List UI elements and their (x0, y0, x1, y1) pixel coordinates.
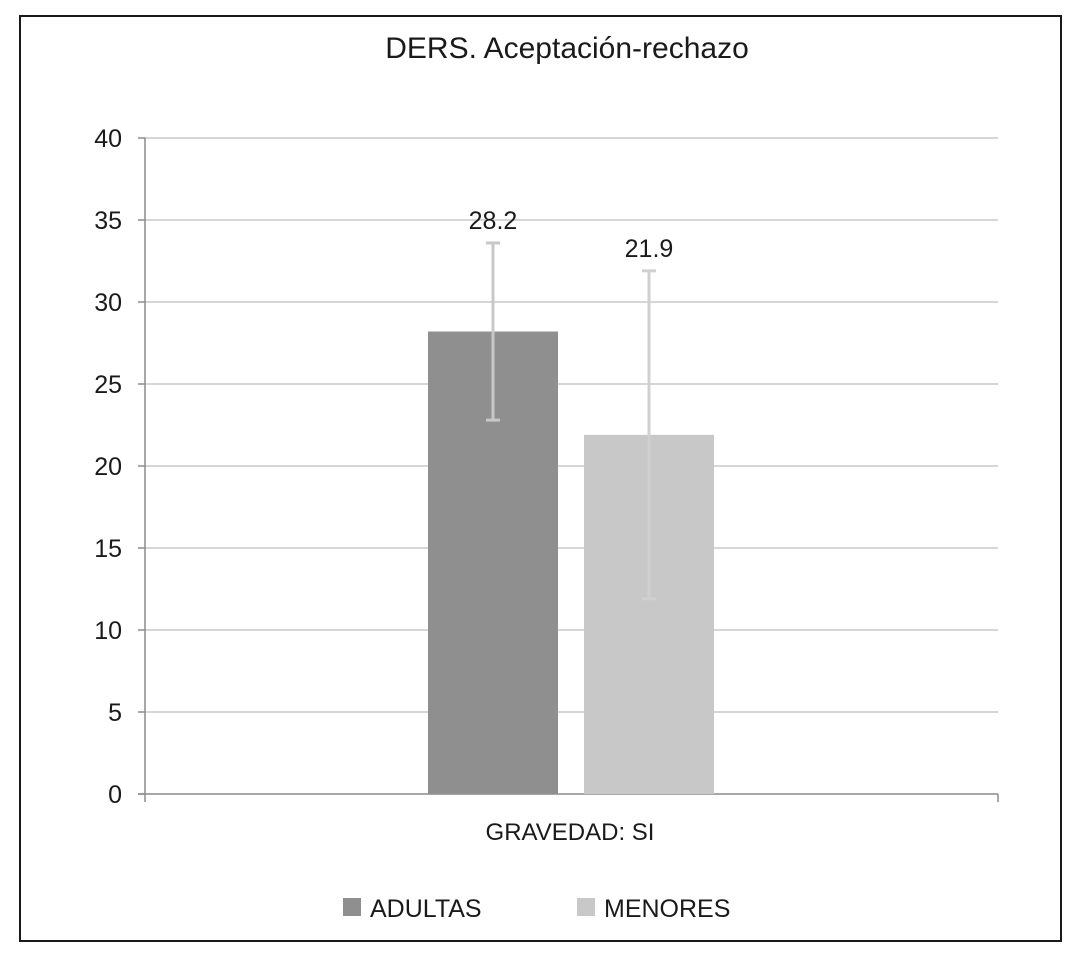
legend: ADULTAS MENORES (343, 895, 730, 923)
bars (428, 241, 714, 794)
legend-label-menores: MENORES (604, 895, 730, 923)
y-tick-label: 25 (94, 371, 122, 399)
y-tick-label: 30 (94, 289, 122, 317)
y-tick-label: 40 (94, 125, 122, 153)
gridlines (145, 137, 998, 713)
legend-label-adultas: ADULTAS (370, 895, 482, 923)
x-category-label: GRAVEDAD: SI (486, 819, 655, 846)
chart-title: DERS. Aceptación-rechazo (385, 32, 749, 65)
axes: 0 5 10 15 20 25 30 35 40 (94, 125, 999, 809)
y-tick-label: 15 (94, 535, 122, 563)
y-tick-label: 5 (108, 699, 122, 727)
data-label-menores: 21.9 (625, 235, 674, 263)
legend-swatch-adultas (343, 898, 361, 916)
y-tick-label: 10 (94, 617, 122, 645)
y-tick-label: 0 (108, 781, 122, 809)
data-label-adultas: 28.2 (469, 207, 518, 235)
y-tick-label: 35 (94, 207, 122, 235)
data-labels: 28.2 21.9 (469, 207, 674, 263)
y-tick-label: 20 (94, 453, 122, 481)
legend-swatch-menores (577, 898, 595, 916)
